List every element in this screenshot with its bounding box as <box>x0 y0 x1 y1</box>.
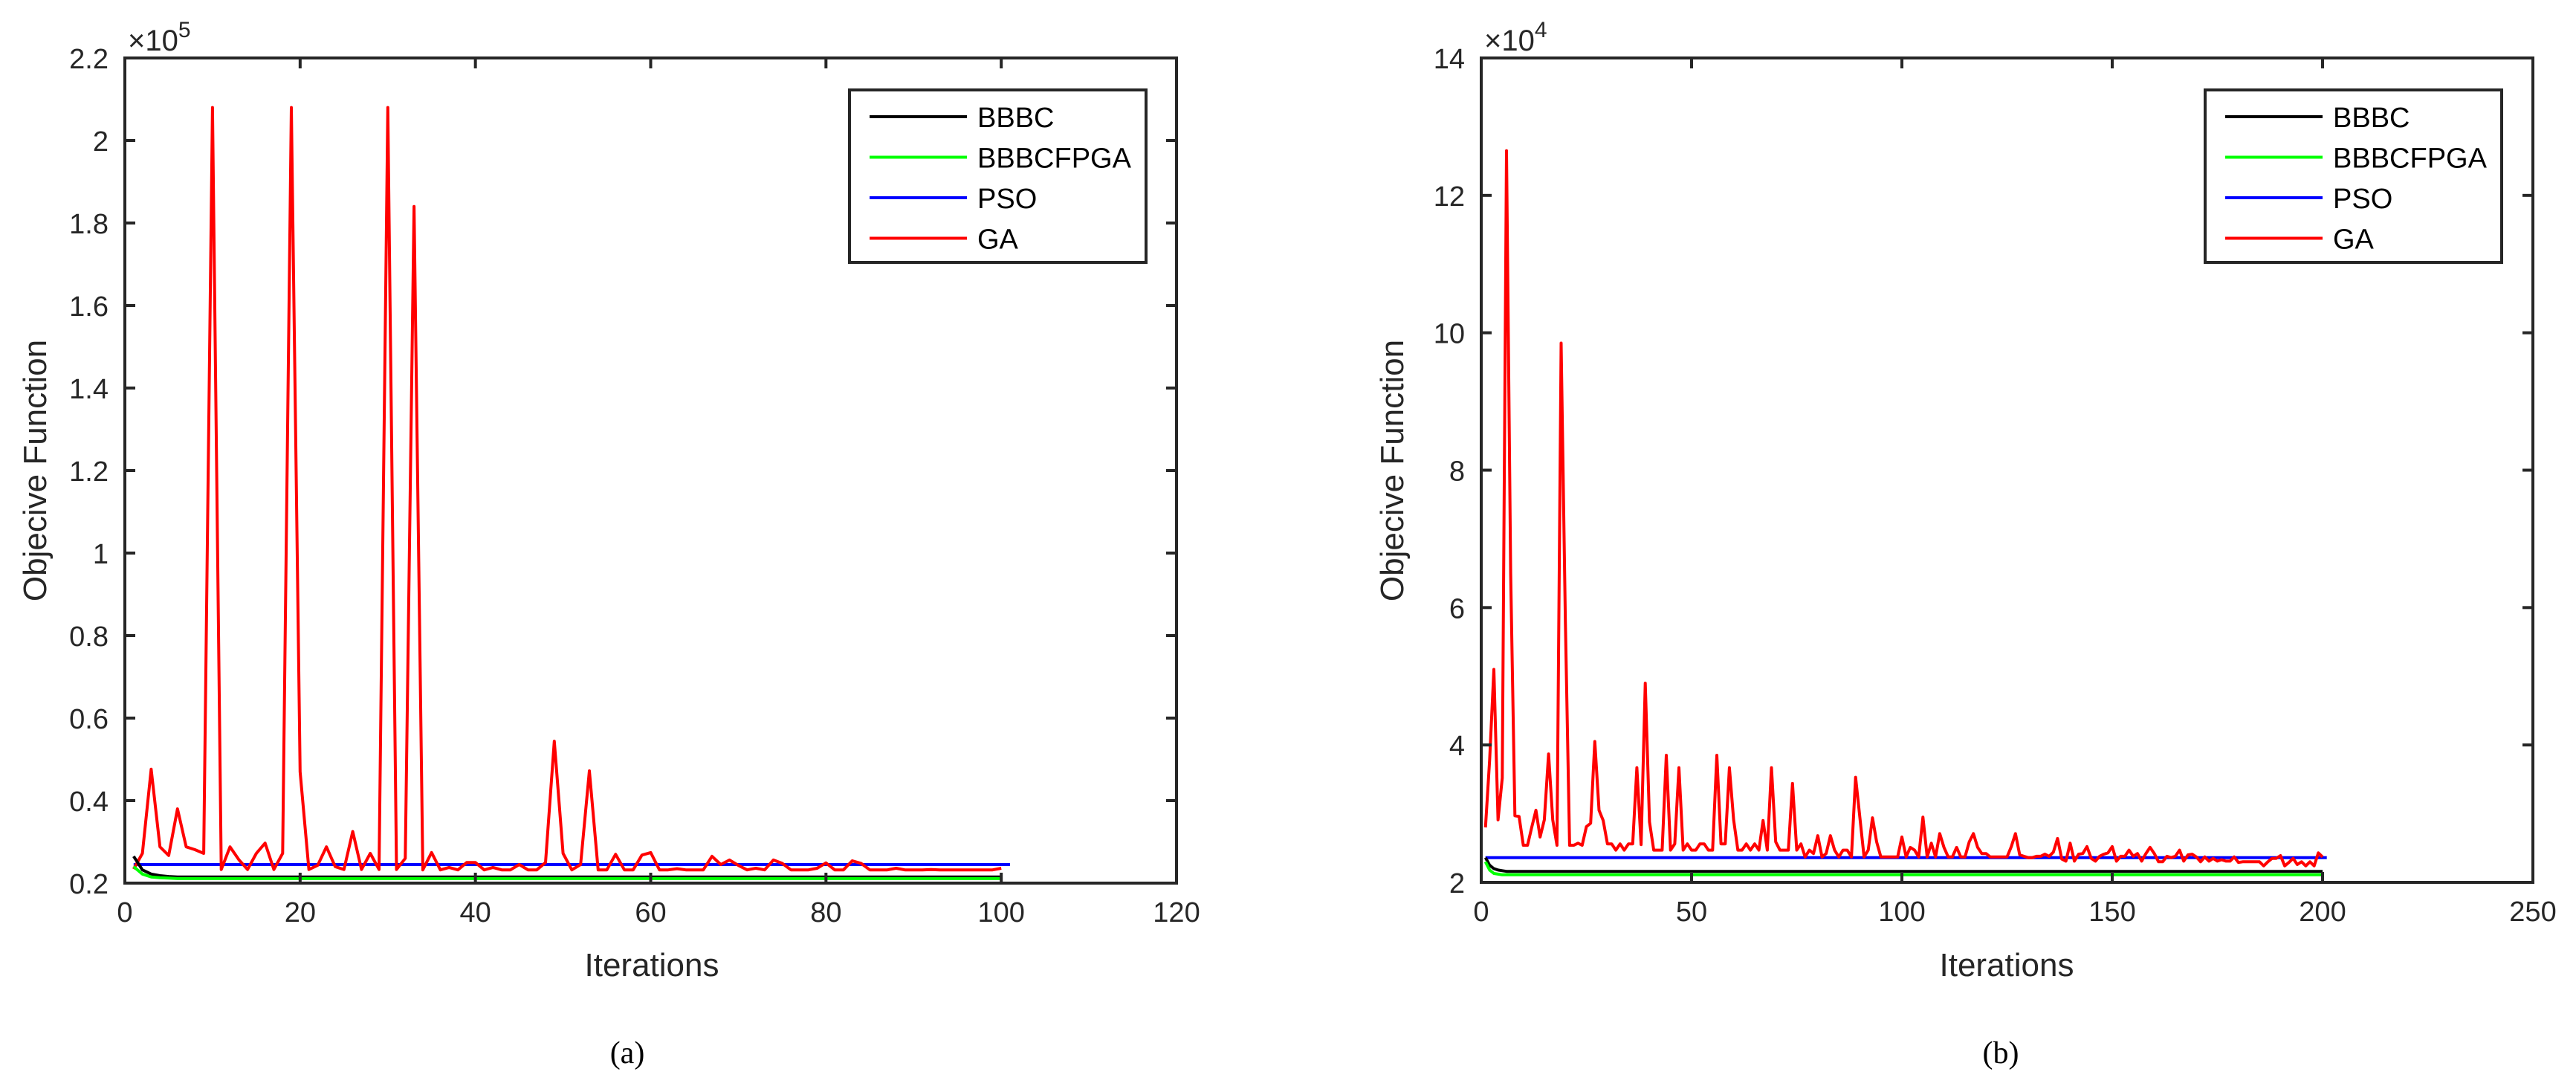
y-tick-label: 10 <box>1434 319 1465 350</box>
y-tick-label: 2 <box>93 126 109 158</box>
x-axis-label-b: Iterations <box>1940 947 2074 983</box>
plot-lines-b <box>1483 149 2327 876</box>
plot-lines-a <box>132 106 1010 880</box>
x-tick-label: 40 <box>460 897 491 928</box>
legend-item-ga: GA <box>2225 224 2375 256</box>
x-tick-label: 60 <box>635 897 666 928</box>
y-tick-label: 0.2 <box>69 869 109 900</box>
x-tick-label: 100 <box>1878 896 1925 928</box>
x-tick-label: 50 <box>1676 896 1707 928</box>
y-tick-label: 2 <box>1449 868 1465 899</box>
x-tick-label: 250 <box>2509 896 2556 928</box>
x-tick-label: 0 <box>117 897 132 928</box>
y-tick-label: 1.6 <box>69 291 109 323</box>
legend-box <box>2204 88 2503 264</box>
series-line-bbbc <box>132 855 1002 879</box>
x-tick-label: 20 <box>285 897 316 928</box>
panel-caption-a: (a) <box>610 1036 645 1070</box>
x-tick-label: 100 <box>977 897 1024 928</box>
x-tick-label: 120 <box>1153 897 1200 928</box>
y-tick-label: 0.6 <box>69 704 109 735</box>
legend-box <box>848 88 1148 264</box>
legend-item-bbbcfpga: BBBCFPGA <box>870 143 1132 175</box>
legend-label: BBBC <box>2333 103 2410 134</box>
legend-b: BBBC BBBCFPGA PSO GA <box>2204 88 2503 264</box>
y-tick-label: 2.2 <box>69 44 109 75</box>
y-axis-label-b: Objecive Function <box>1374 340 1411 601</box>
chart-panel-b: 0 50 100 150 200 250 2 4 6 8 10 12 14 ×104 Iteratio… <box>1374 18 2557 1070</box>
legend-item-bbbc: BBBC <box>2225 103 2410 134</box>
y-tick-label: 4 <box>1449 731 1465 762</box>
y-axis-ticks-b: 2 4 6 8 10 12 14 <box>1434 44 2533 899</box>
legend-item-pso: PSO <box>2225 184 2392 215</box>
x-tick-label: 80 <box>810 897 841 928</box>
y-tick-label: 12 <box>1434 181 1465 213</box>
legend-item-bbbcfpga: BBBCFPGA <box>2225 143 2488 175</box>
x-tick-label: 150 <box>2088 896 2135 928</box>
series-line-bbbcfpga <box>132 865 1002 880</box>
legend-label: BBBC <box>977 103 1054 134</box>
y-axis-ticks-a: 0.2 0.4 0.6 0.8 1 1.2 1.4 1.6 1.8 2 2.2 <box>69 44 1177 900</box>
y-tick-label: 0.4 <box>69 786 109 818</box>
chart-panel-a: 0 20 40 60 80 100 120 0.2 0.4 0.6 0.8 1 1.2 1.4 1.6 1.… <box>17 18 1200 1070</box>
y-exponent-a: ×105 <box>128 18 191 57</box>
legend-label: BBBCFPGA <box>2333 143 2488 175</box>
x-axis-ticks-a: 0 20 40 60 80 100 120 <box>117 58 1200 928</box>
legend-label: BBBCFPGA <box>977 143 1132 175</box>
series-line-bbbc <box>1483 856 2323 873</box>
x-tick-label: 0 <box>1473 896 1489 928</box>
y-tick-label: 14 <box>1434 44 1465 75</box>
series-line-ga <box>132 106 1002 872</box>
y-tick-label: 8 <box>1449 456 1465 488</box>
series-line-ga <box>1483 149 2324 868</box>
legend-item-pso: PSO <box>870 184 1037 215</box>
legend-label: PSO <box>977 184 1037 215</box>
y-tick-label: 1.4 <box>69 374 109 405</box>
x-axis-ticks-b: 0 50 100 150 200 250 <box>1473 58 2557 928</box>
legend-label: GA <box>2333 224 2375 256</box>
legend-label: GA <box>977 224 1019 256</box>
y-tick-label: 0.8 <box>69 621 109 653</box>
series-line-bbbcfpga <box>1483 861 2323 876</box>
y-tick-label: 1 <box>93 539 109 570</box>
panel-caption-b: (b) <box>1983 1036 2019 1070</box>
legend-item-ga: GA <box>870 224 1019 256</box>
x-axis-label-a: Iterations <box>585 947 719 983</box>
y-tick-label: 1.2 <box>69 456 109 488</box>
y-exponent-b: ×104 <box>1484 18 1547 57</box>
x-tick-label: 200 <box>2299 896 2346 928</box>
legend-item-bbbc: BBBC <box>870 103 1054 134</box>
y-tick-label: 1.8 <box>69 209 109 240</box>
legend-a: BBBC BBBCFPGA PSO GA <box>848 88 1148 264</box>
y-tick-label: 6 <box>1449 593 1465 624</box>
y-axis-label-a: Objecive Function <box>17 340 54 601</box>
legend-label: PSO <box>2333 184 2392 215</box>
